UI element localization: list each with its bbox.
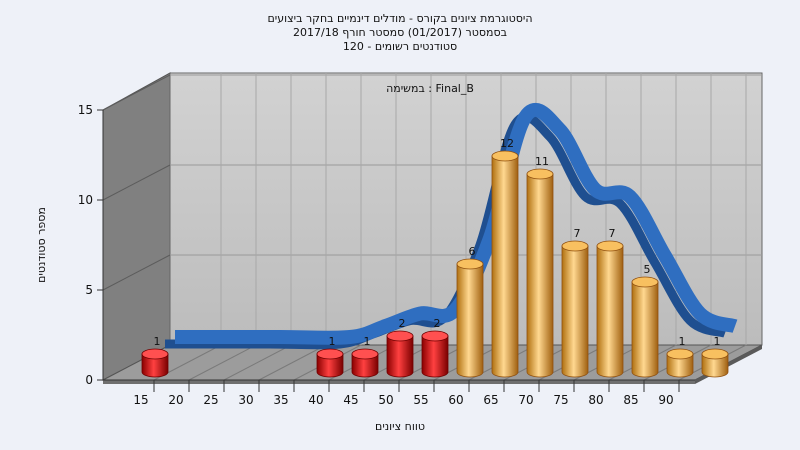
bar-top [386, 330, 414, 342]
bar-55: 2 [421, 317, 449, 378]
floor-gridline-x-25 [223, 344, 292, 381]
chart-title-line-3: סטודנטים רשומים - 120 [343, 40, 457, 53]
x-tick-label: 80 [588, 393, 603, 407]
bar-value-label: 11 [535, 155, 549, 168]
bar-45: 1 [351, 335, 379, 378]
chart-title-line-2: בסמסטר (01/2017) סמסטר חורף 2017/18 [293, 26, 507, 39]
floor-gridline-x-20 [188, 344, 257, 381]
y-tick-label: 5 [85, 283, 93, 297]
bar-85: 5 [631, 263, 659, 378]
x-tick-label: 20 [168, 393, 183, 407]
bar-top [351, 348, 379, 360]
bar-value-label: 2 [434, 317, 441, 330]
x-tick-label: 35 [273, 393, 288, 407]
task-annotation: במשימה : Final_B [386, 82, 474, 95]
bar-50: 2 [386, 317, 414, 378]
x-tick-label: 70 [518, 393, 533, 407]
bar-body [596, 245, 624, 378]
bar-top [526, 168, 554, 180]
side-gridline-y-5 [102, 254, 171, 291]
x-tick-label: 15 [133, 393, 148, 407]
y-tick-label: 10 [78, 193, 93, 207]
bar-80: 7 [596, 227, 624, 378]
bar-value-label: 1 [154, 335, 161, 348]
bar-60: 6 [456, 245, 484, 378]
bar-body [386, 335, 414, 378]
bar-body [421, 335, 449, 378]
x-tick-label: 50 [378, 393, 393, 407]
bar-40: 1 [316, 335, 344, 378]
bar-top [141, 348, 169, 360]
bar-70: 11 [526, 155, 554, 378]
bar-body [561, 245, 589, 378]
x-tick-label: 75 [553, 393, 568, 407]
x-tick-label: 45 [343, 393, 358, 407]
distribution-curve [164, 103, 738, 350]
bar-top [701, 348, 729, 360]
side-gridline-y-10 [102, 164, 171, 201]
x-tick-label: 40 [308, 393, 323, 407]
bar-body [526, 173, 554, 378]
bar-value-label: 2 [399, 317, 406, 330]
bar-value-label: 1 [329, 335, 336, 348]
y-tick-label: 0 [85, 373, 93, 387]
bar-top [561, 240, 589, 252]
x-axis-title: טווח ציונים [375, 420, 425, 433]
y-tick-label: 15 [78, 103, 93, 117]
x-tick-label: 25 [203, 393, 218, 407]
bar-90: 1 [666, 335, 694, 378]
bar-value-label: 12 [500, 137, 514, 150]
bar-value-label: 6 [469, 245, 476, 258]
bar-body [491, 155, 519, 378]
side-gridline-y-15 [102, 74, 171, 111]
bar-65: 12 [491, 137, 519, 378]
bar-body [631, 281, 659, 378]
x-tick-label: 30 [238, 393, 253, 407]
bar-body [141, 353, 169, 378]
bar-95: 1 [701, 335, 729, 378]
floor-gridline-x-30 [258, 344, 327, 381]
bar-body [701, 353, 729, 378]
bar-75: 7 [561, 227, 589, 378]
bar-value-label: 5 [644, 263, 651, 276]
bar-value-label: 1 [364, 335, 371, 348]
bar-body [351, 353, 379, 378]
bar-top [631, 276, 659, 288]
curve-ribbon [174, 103, 738, 345]
bar-top [491, 150, 519, 162]
bar-body [456, 263, 484, 378]
bar-value-label: 7 [574, 227, 581, 240]
bar-value-label: 1 [714, 335, 721, 348]
curve-ribbon-shadow [164, 112, 727, 350]
side-wall [102, 72, 171, 381]
x-tick-label: 55 [413, 393, 428, 407]
bar-value-label: 1 [679, 335, 686, 348]
x-tick-label: 85 [623, 393, 638, 407]
bar-body [666, 353, 694, 378]
bar-body [316, 353, 344, 378]
bar-top [421, 330, 449, 342]
bar-top [596, 240, 624, 252]
bar-top [666, 348, 694, 360]
bar-15: 1 [141, 335, 169, 378]
bar-top [316, 348, 344, 360]
chart-title-line-1: היסטוגרמת ציונים בקורס - מודלים דינמיים … [267, 12, 532, 25]
x-tick-label: 90 [658, 393, 673, 407]
bar-value-label: 7 [609, 227, 616, 240]
x-tick-label: 60 [448, 393, 463, 407]
x-tick-label: 65 [483, 393, 498, 407]
y-axis-title: מספר סטודנטים [35, 207, 48, 283]
bar-top [456, 258, 484, 270]
